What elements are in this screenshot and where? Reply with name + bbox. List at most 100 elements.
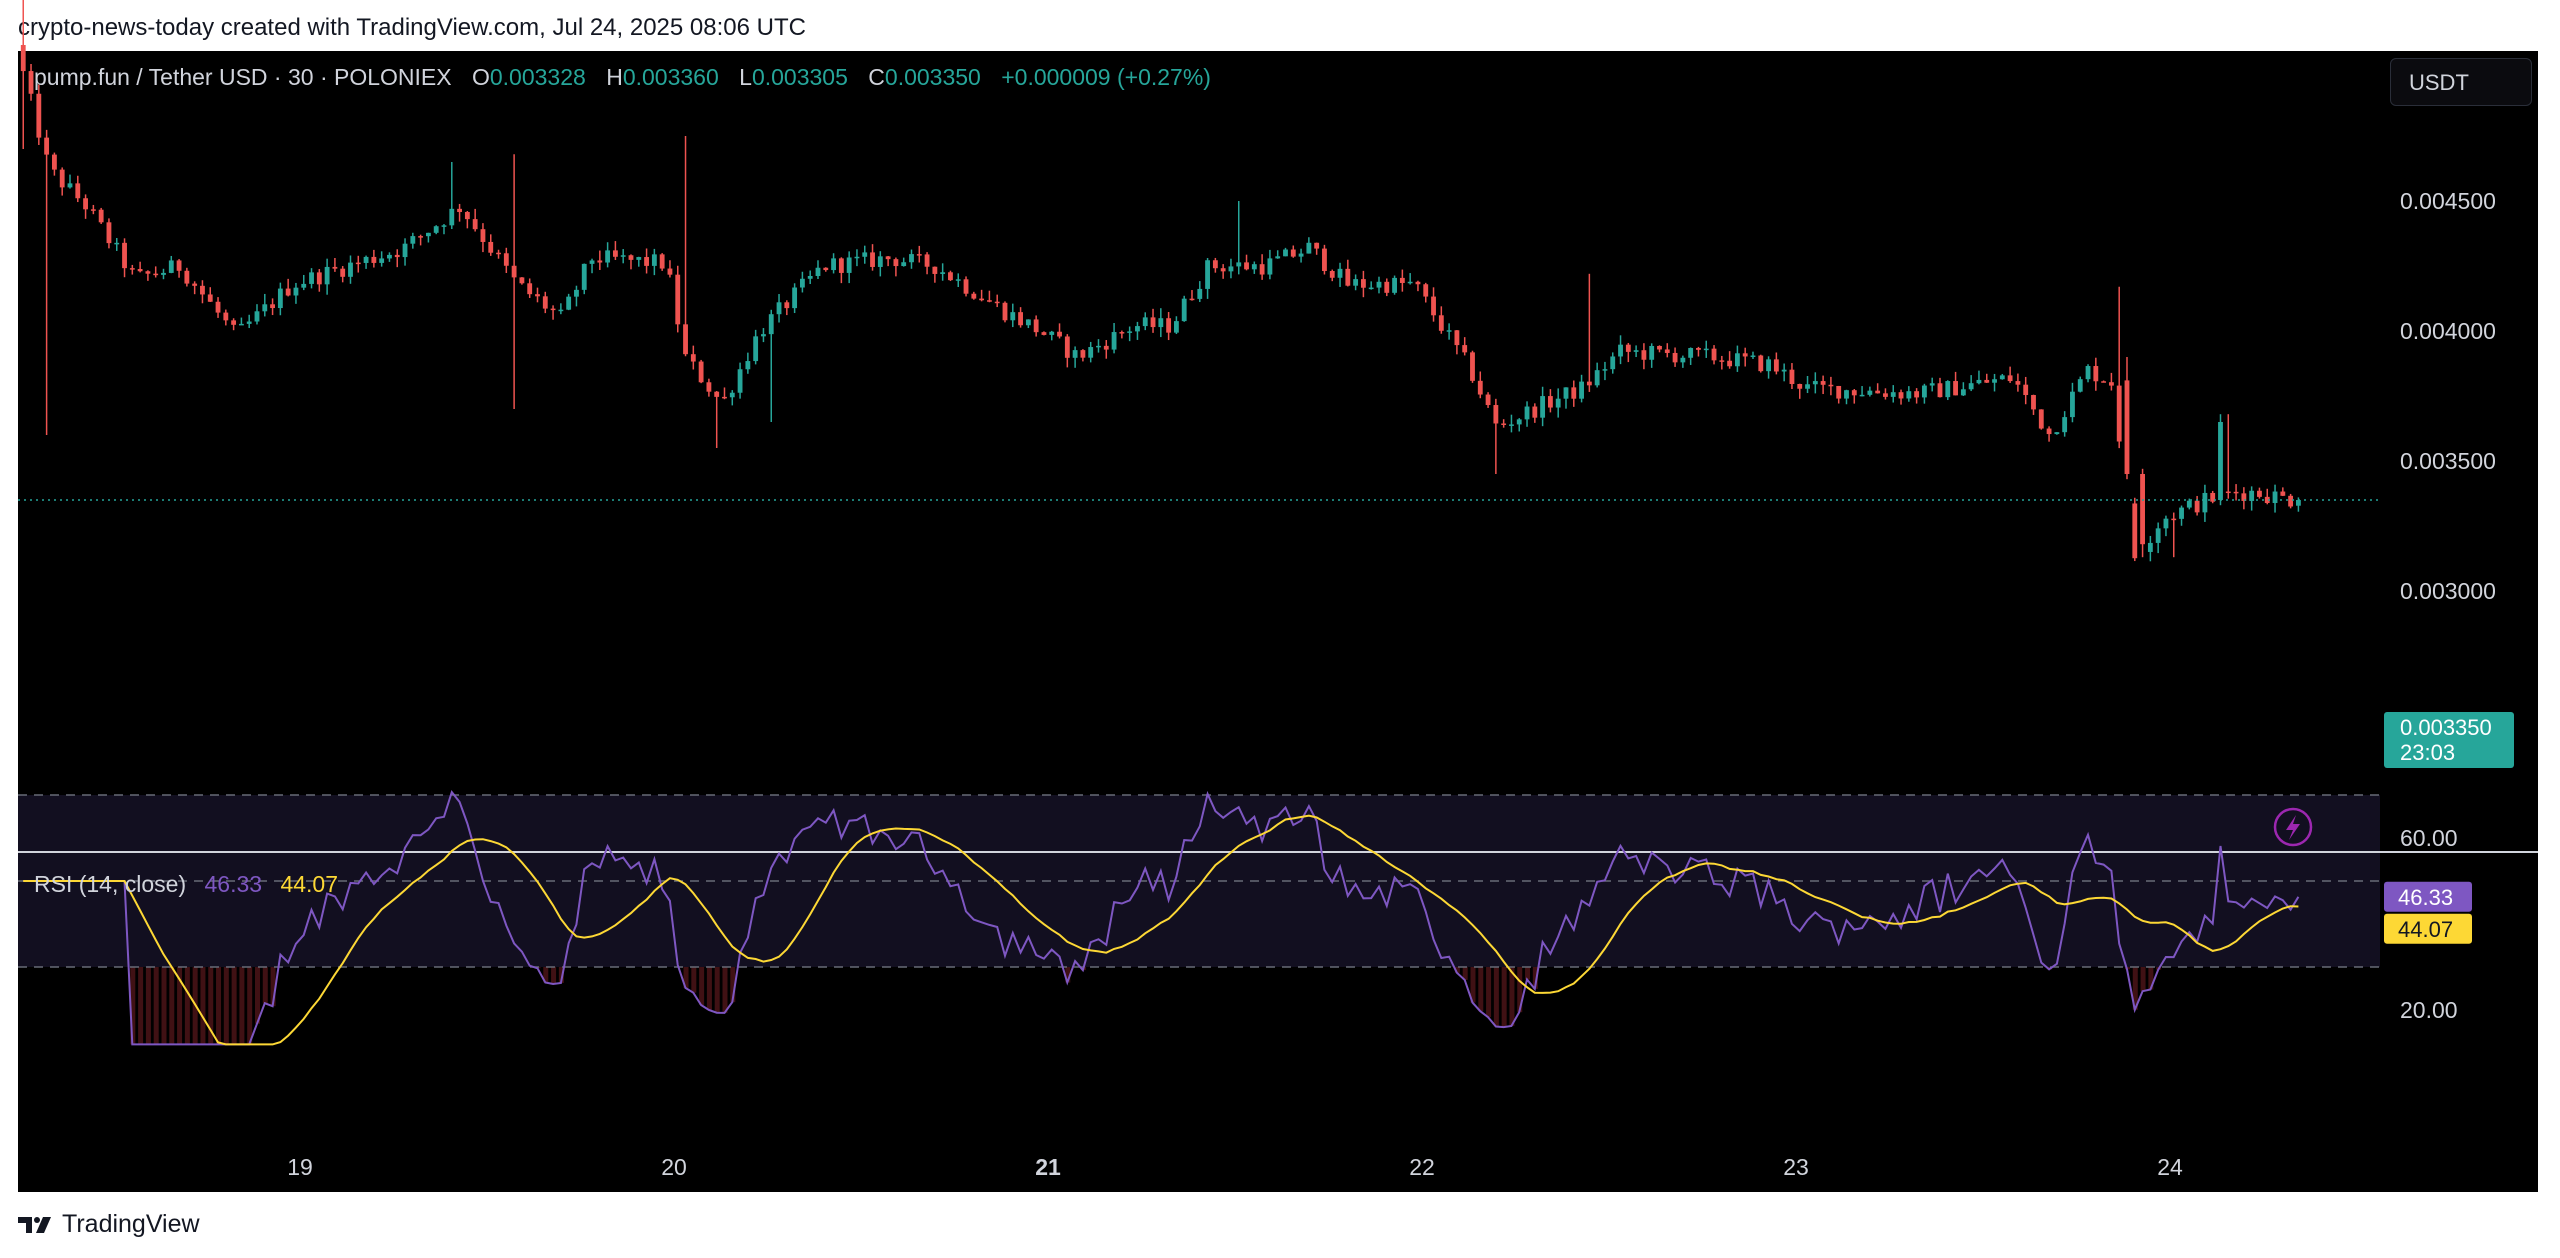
candle-body	[449, 208, 455, 226]
candle-body	[597, 260, 603, 263]
candle-body	[1064, 336, 1070, 358]
rsi-oversold-segment	[270, 967, 276, 1007]
candle-body	[90, 209, 96, 211]
candle-body	[2070, 391, 2075, 418]
candle-body	[457, 208, 462, 213]
candle-body	[885, 256, 891, 260]
rsi-oversold-segment	[1486, 967, 1492, 1018]
candle-body	[667, 268, 673, 275]
lightning-icon[interactable]	[2273, 807, 2313, 847]
candle-body	[745, 361, 751, 370]
candle-body	[1688, 348, 1694, 358]
candle-body	[1119, 332, 1125, 334]
chart-frame[interactable]	[18, 51, 2538, 1192]
candle-body	[838, 258, 844, 273]
candle-body	[1727, 360, 1733, 367]
rsi-tick-label: 60.00	[2400, 825, 2458, 851]
candle-body	[254, 311, 260, 322]
candle-body	[2155, 528, 2161, 543]
candle-body	[651, 254, 657, 266]
candle-body	[1002, 302, 1008, 321]
footer-brand[interactable]: TradingView	[18, 1210, 200, 1239]
candle-body	[566, 296, 572, 310]
candle-body	[223, 312, 229, 321]
candle-body	[558, 309, 564, 312]
candle-body	[238, 323, 244, 326]
candle-body	[994, 301, 1000, 304]
rsi-ma-line	[23, 814, 2299, 1046]
candle-body	[285, 288, 291, 296]
candle-body	[379, 258, 385, 263]
candle-body	[823, 267, 829, 271]
candle-body	[2218, 422, 2223, 500]
high-label: H	[606, 64, 623, 90]
candle-body	[542, 296, 548, 309]
candle-body	[1937, 383, 1943, 398]
candle-body	[948, 272, 953, 281]
rsi-oversold-segment	[722, 967, 728, 1013]
candle-body	[2093, 366, 2099, 382]
candle-body	[831, 258, 836, 271]
candle-body	[402, 243, 408, 258]
candle-body	[1010, 312, 1016, 321]
symbol-label[interactable]: pump.fun / Tether USD · 30 · POLONIEX	[34, 64, 452, 90]
candle-body	[1758, 355, 1764, 372]
candle-body	[1322, 248, 1327, 271]
candle-body	[1337, 268, 1343, 278]
candle-body	[161, 272, 166, 275]
candle-body	[1960, 389, 1966, 396]
candle-body	[729, 392, 735, 398]
candle-body	[1789, 369, 1795, 384]
candle-body	[1883, 393, 1888, 397]
candle-body	[1345, 268, 1351, 286]
candle-body	[1049, 331, 1055, 335]
candle-body	[815, 267, 821, 276]
candle-body	[1018, 312, 1023, 326]
candle-body	[75, 183, 81, 199]
candle-body	[1205, 260, 1210, 289]
candle-body	[1166, 318, 1172, 333]
candle-body	[1025, 319, 1031, 326]
candle-body	[1532, 406, 1538, 418]
candle-body	[1524, 406, 1530, 420]
price-tick-label: 0.004500	[2400, 188, 2496, 214]
candle-body	[1454, 330, 1460, 346]
candle-body	[324, 266, 330, 285]
candle-body	[511, 265, 517, 278]
rsi-oversold-segment	[730, 967, 736, 1003]
candle-body	[1953, 381, 1958, 396]
candle-body	[706, 382, 712, 392]
candle-body	[2233, 491, 2239, 494]
candle-body	[153, 273, 159, 276]
high-value: 0.003360	[622, 64, 719, 90]
candle-body	[1096, 345, 1101, 348]
candle-body	[1594, 370, 1600, 386]
candle-body	[207, 294, 213, 302]
close-value: 0.003350	[884, 64, 981, 90]
rsi-oversold-segment	[1470, 967, 1476, 1003]
rsi-oversold-segment	[1493, 967, 1499, 1027]
candle-body	[2101, 381, 2107, 383]
candle-body	[215, 301, 221, 313]
rsi-oversold-segment	[1525, 967, 1531, 980]
candle-body	[1251, 264, 1257, 270]
candle-body	[784, 302, 790, 309]
candle-body	[1851, 390, 1857, 396]
rsi-legend-label[interactable]: RSI (14, close)	[34, 871, 187, 897]
candle-body	[2272, 491, 2278, 504]
candle-body	[441, 225, 447, 227]
candle-body	[1890, 392, 1896, 397]
rsi-oversold-segment	[699, 967, 705, 1005]
candle-body	[768, 314, 774, 335]
rsi-oversold-segment	[138, 967, 144, 1045]
rsi-oversold-segment	[1478, 967, 1484, 1012]
currency-button[interactable]: USDT	[2390, 58, 2532, 106]
candle-body	[2077, 379, 2083, 392]
candle-body	[971, 293, 977, 299]
candle-body	[893, 259, 899, 267]
rsi-oversold-segment	[247, 967, 253, 1045]
candle-body	[799, 278, 805, 288]
candle-body	[2015, 381, 2021, 385]
candle-body	[1742, 353, 1748, 357]
